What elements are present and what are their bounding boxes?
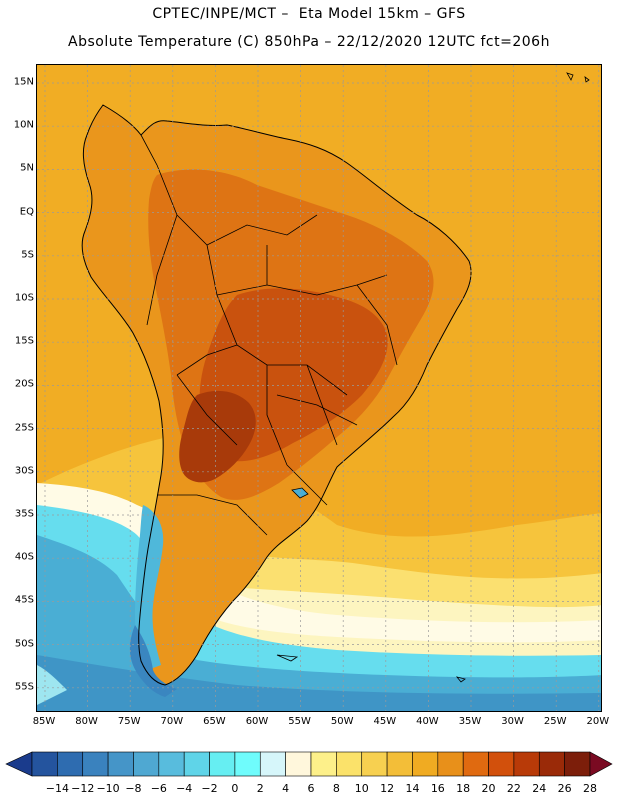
lon-tick-label: 65W <box>203 716 226 727</box>
coastline <box>81 104 472 686</box>
lat-tick-label: 15N <box>13 76 34 88</box>
temperature-map[interactable] <box>36 64 602 712</box>
lat-lon-grid <box>37 65 601 711</box>
lat-tick-label: 5N <box>20 162 34 174</box>
colorbar-swatch <box>336 751 363 777</box>
ocean-deep-blue-zone <box>37 655 601 711</box>
map-subtitle: Absolute Temperature (C) 850hPa – 22/12/… <box>68 34 550 50</box>
colorbar-right-arrow <box>589 751 613 777</box>
colorbar-swatch <box>564 751 591 777</box>
lon-tick-label: 20W <box>586 716 610 727</box>
colorbar-swatch <box>513 751 540 777</box>
colorbar-tick-label: 22 <box>506 782 521 795</box>
lat-tick-label: 15S <box>14 335 34 347</box>
colorbar-tick-label: 12 <box>380 782 395 795</box>
colorbar-tick-label: −4 <box>176 782 193 795</box>
colorbar-swatch <box>209 751 236 777</box>
land-warm-andes <box>135 505 164 671</box>
lat-tick-label: 10N <box>13 119 34 131</box>
lon-tick-label: 60W <box>245 716 269 727</box>
colorbar-swatch <box>437 751 464 777</box>
land-hottest-zone <box>179 390 256 483</box>
lat-tick-label: 30S <box>14 465 34 477</box>
colorbar-swatch <box>386 751 413 777</box>
colorbar-swatch <box>462 751 489 777</box>
colorbar-tick-label: 24 <box>532 782 547 795</box>
colorbar-swatch <box>133 751 160 777</box>
lat-tick-label: 55S <box>14 681 34 693</box>
colorbar-tick-label: 0 <box>231 782 239 795</box>
colorbar-swatch <box>31 751 58 777</box>
lat-tick-label: 40S <box>14 551 34 563</box>
colorbar-swatch <box>361 751 388 777</box>
colorbar-swatch <box>538 751 565 777</box>
colorbar-swatch <box>310 751 337 777</box>
colorbar-tick-label: −12 <box>71 782 95 795</box>
country-borders <box>140 134 398 536</box>
lat-tick-label: EQ <box>19 206 34 218</box>
colorbar-tick-label: 2 <box>256 782 264 795</box>
color-scale-bar <box>5 751 613 777</box>
colorbar-tick-label: −6 <box>150 782 167 795</box>
colorbar-swatch <box>57 751 84 777</box>
lon-tick-label: 35W <box>458 716 482 727</box>
colorbar-tick-label: −2 <box>201 782 218 795</box>
colorbar-swatch <box>234 751 261 777</box>
colorbar-tick-label: −8 <box>125 782 142 795</box>
colorbar-swatch <box>183 751 210 777</box>
lon-tick-label: 50W <box>330 716 354 727</box>
colorbar-swatch <box>82 751 109 777</box>
lat-tick-label: 35S <box>14 508 34 520</box>
colorbar-left-arrow <box>5 751 33 777</box>
colorbar-tick-label: 28 <box>583 782 597 795</box>
lat-tick-label: 45S <box>14 594 34 606</box>
lon-tick-label: 70W <box>160 716 184 727</box>
lat-tick-label: 10S <box>14 292 34 304</box>
lat-tick-label: 20S <box>14 378 34 390</box>
lat-tick-label: 25S <box>14 422 34 434</box>
colorbar-swatch <box>259 751 286 777</box>
colorbar-tick-label: −14 <box>45 782 69 795</box>
lon-tick-label: 85W <box>32 716 56 727</box>
colorbar-swatch <box>488 751 515 777</box>
lon-tick-label: 40W <box>416 716 439 727</box>
map-title: CPTEC/INPE/MCT – Eta Model 15km – GFS <box>152 6 466 22</box>
colorbar-tick-label: 4 <box>282 782 290 795</box>
lon-tick-label: 75W <box>117 716 141 727</box>
colorbar-tick-label: −10 <box>96 782 120 795</box>
ocean-light-patch <box>37 665 67 705</box>
colorbar-tick-label: 16 <box>430 782 445 795</box>
colorbar-tick-label: 26 <box>557 782 572 795</box>
map-canvas <box>37 65 601 711</box>
lon-tick-label: 55W <box>288 716 311 727</box>
lake <box>291 487 309 499</box>
colorbar-tick-label: 18 <box>456 782 471 795</box>
colorbar-tick-label: 8 <box>332 782 340 795</box>
lon-tick-label: 25W <box>543 716 567 727</box>
lon-tick-label: 30W <box>501 716 524 727</box>
colorbar-tick-label: 14 <box>405 782 420 795</box>
lon-tick-label: 45W <box>373 716 397 727</box>
colorbar-swatch <box>285 751 312 777</box>
colorbar-tick-label: 20 <box>481 782 496 795</box>
colorbar-swatch <box>412 751 439 777</box>
lon-tick-label: 80W <box>75 716 98 727</box>
colorbar-swatch <box>158 751 185 777</box>
islands <box>276 72 590 683</box>
colorbar-tick-label: 10 <box>354 782 369 795</box>
land-cold-patagonia <box>129 625 177 697</box>
colorbar-tick-label: 6 <box>307 782 315 795</box>
lat-tick-label: 50S <box>14 638 34 650</box>
lat-tick-label: 5S <box>21 249 34 261</box>
colorbar-swatch <box>107 751 134 777</box>
